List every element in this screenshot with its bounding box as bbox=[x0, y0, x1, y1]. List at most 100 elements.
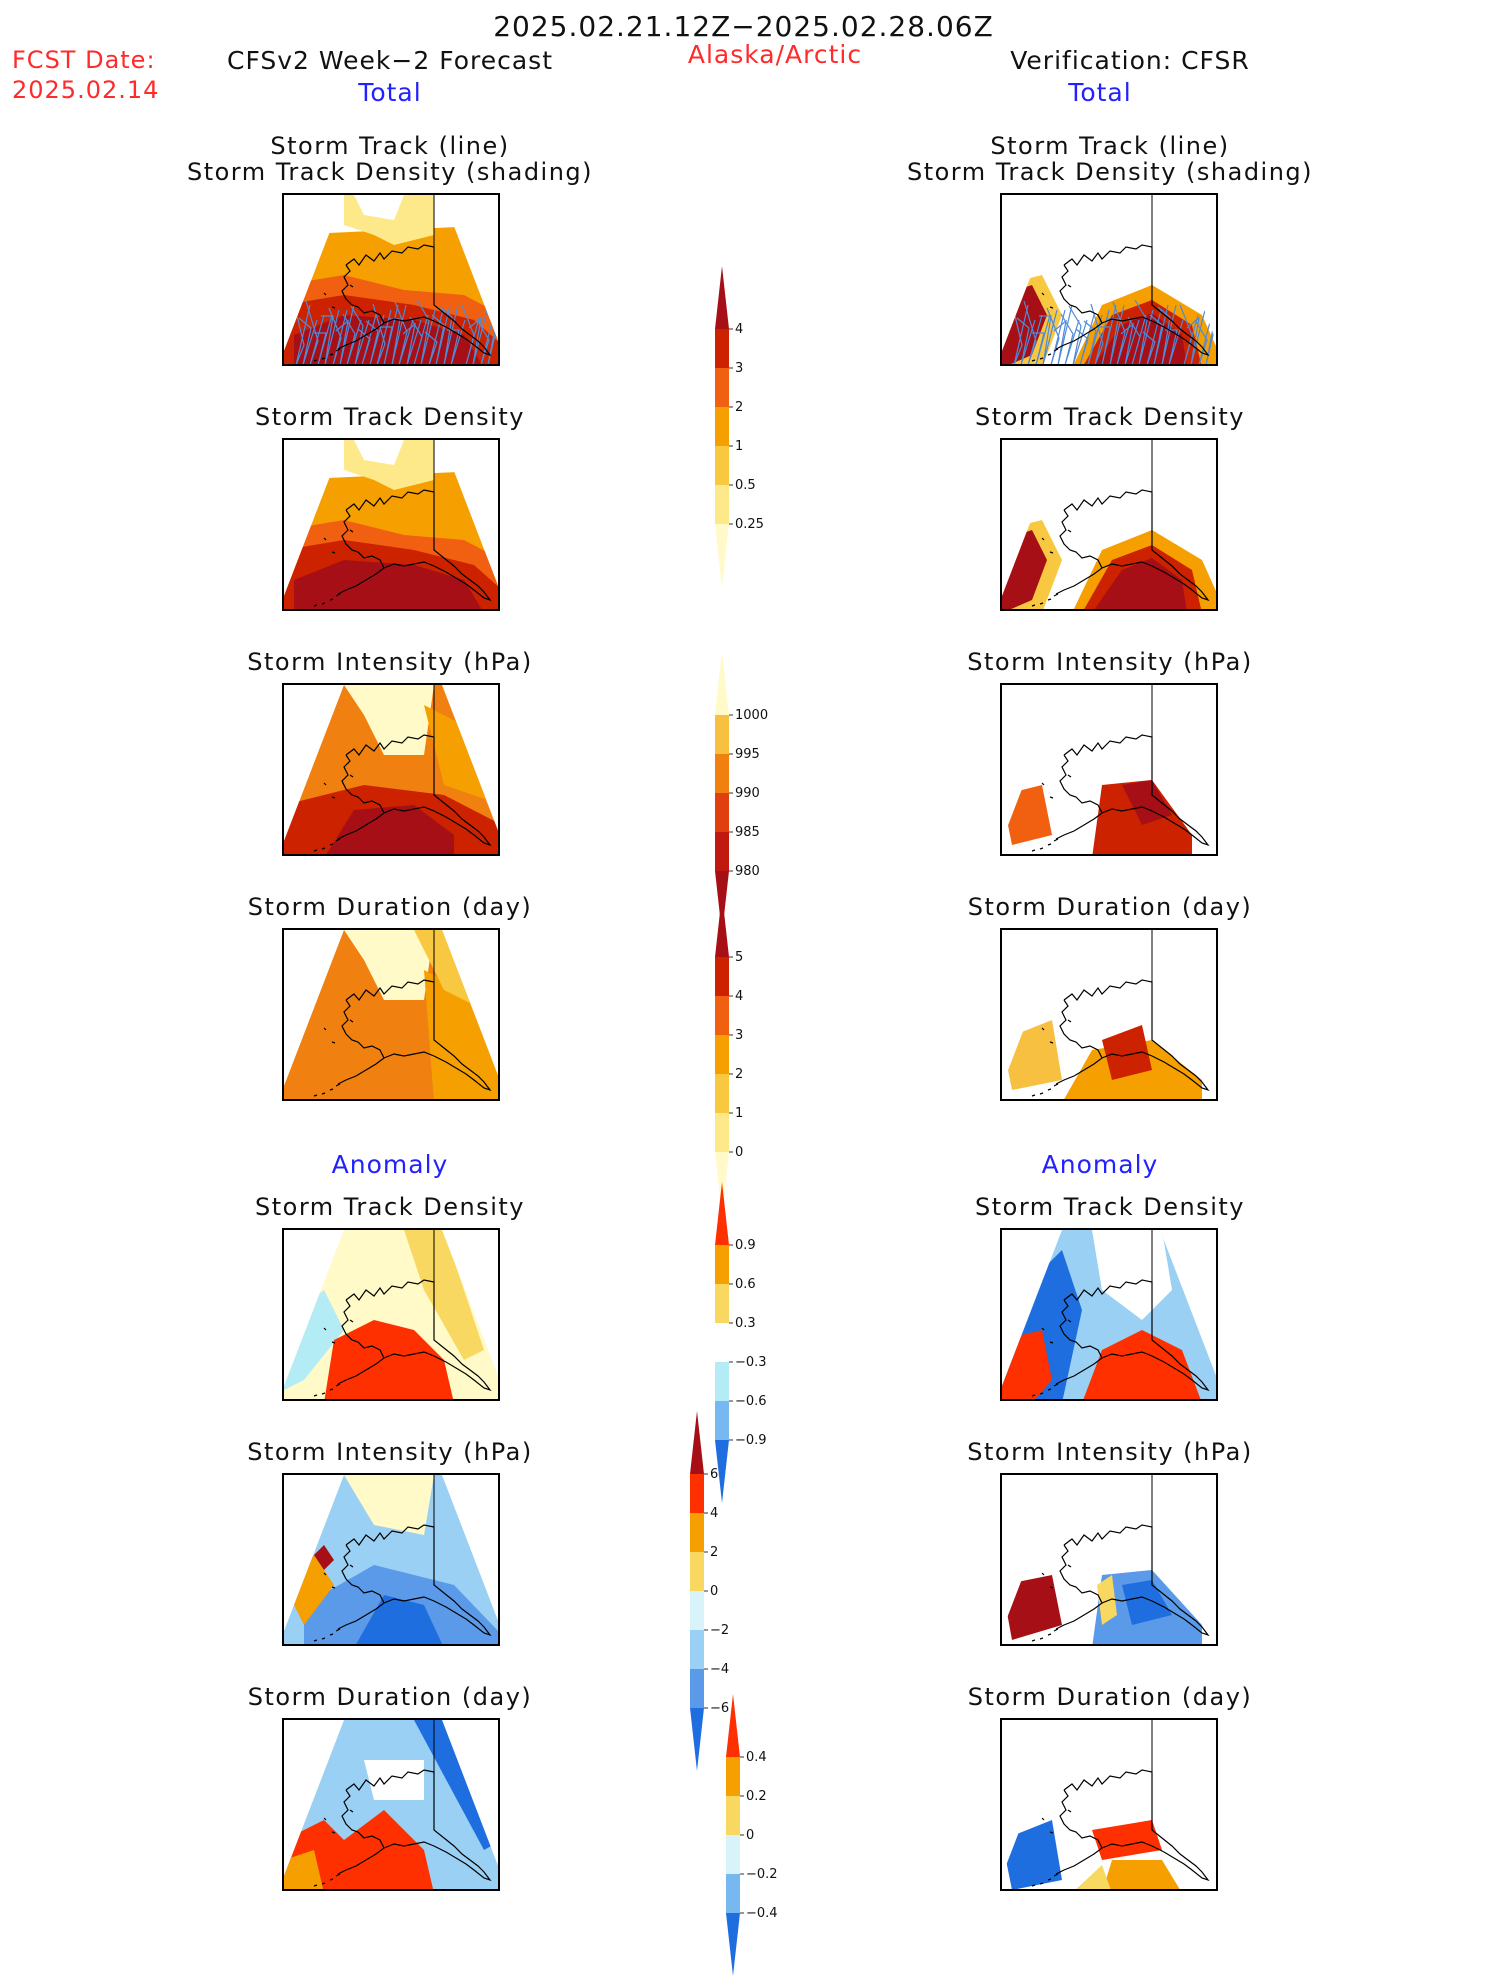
colorbar-swatch bbox=[715, 793, 729, 832]
shading-region bbox=[314, 1545, 334, 1570]
colorbar-swatch bbox=[726, 1757, 740, 1796]
storm-track-line bbox=[328, 307, 348, 364]
storm-track-line bbox=[380, 304, 399, 364]
map-fcst-track-line bbox=[282, 193, 500, 366]
coastline bbox=[1055, 734, 1210, 847]
shading-region bbox=[354, 195, 404, 220]
shading-region bbox=[344, 1475, 434, 1535]
shading-region bbox=[1122, 780, 1172, 825]
colorbar-swatch bbox=[726, 1694, 740, 1757]
storm-track-line bbox=[1075, 314, 1095, 364]
colorbar-swatch bbox=[715, 1182, 729, 1245]
shading-region bbox=[1082, 1330, 1202, 1399]
colorbar-swatch bbox=[690, 1411, 704, 1474]
map-verif-intensity bbox=[1000, 683, 1218, 856]
colorbar-swatch bbox=[726, 1913, 740, 1976]
colorbar-swatch bbox=[715, 1401, 729, 1440]
shading-region bbox=[294, 560, 484, 609]
colorbar-label: 985 bbox=[735, 825, 760, 840]
storm-track-line bbox=[365, 314, 385, 364]
coastline bbox=[1055, 1769, 1210, 1882]
colorbar-swatch bbox=[715, 266, 729, 329]
island-chain bbox=[313, 1019, 354, 1097]
colorbar-label: 3 bbox=[735, 361, 743, 376]
coastline bbox=[1055, 1524, 1210, 1637]
colorbar-label: 1000 bbox=[735, 708, 768, 723]
left-density-title: Storm Track Density bbox=[255, 403, 525, 431]
right-track-density-shading-title: Storm Track Density (shading) bbox=[906, 158, 1314, 186]
storm-track-line bbox=[439, 304, 459, 364]
colorbar-duration-anomaly: 0.4 0.2 0 −0.2 −0.4 bbox=[726, 1690, 796, 1984]
shading-region bbox=[1102, 1860, 1182, 1889]
coastline bbox=[337, 1279, 492, 1392]
map-verif-density bbox=[1000, 438, 1218, 611]
total-label-left: Total bbox=[358, 78, 422, 107]
shading-region bbox=[1002, 1820, 1062, 1889]
island-chain bbox=[1031, 1019, 1072, 1097]
colorbar-label: 980 bbox=[735, 864, 760, 879]
storm-track-line bbox=[431, 304, 451, 364]
right-anom-intensity-title: Storm Intensity (hPa) bbox=[967, 1438, 1253, 1466]
right-anom-density-title: Storm Track Density bbox=[975, 1193, 1245, 1221]
colorbar-label: 4 bbox=[735, 989, 743, 1004]
island-chain bbox=[313, 1564, 354, 1642]
colorbar-label: 4 bbox=[735, 322, 743, 337]
storm-track-line bbox=[1009, 294, 1029, 364]
map-verif-track-line bbox=[1000, 193, 1218, 366]
colorbar-label: 2 bbox=[735, 1067, 743, 1082]
colorbar-swatch bbox=[690, 1552, 704, 1591]
storm-track-line bbox=[409, 314, 429, 364]
colorbar-swatch bbox=[715, 446, 729, 485]
shading-region bbox=[404, 1230, 484, 1360]
map-verif-anom-duration bbox=[1000, 1718, 1218, 1891]
forecast-title: CFSv2 Week−2 Forecast bbox=[227, 46, 553, 75]
storm-track-line bbox=[468, 309, 488, 364]
storm-track-line bbox=[1039, 309, 1058, 364]
shading-region bbox=[1102, 1025, 1152, 1080]
colorbar-swatch bbox=[715, 1245, 729, 1284]
storm-track-line bbox=[1098, 304, 1117, 364]
colorbar-swatch bbox=[715, 524, 729, 587]
colorbar-label: 3 bbox=[735, 1028, 743, 1043]
colorbar-swatch bbox=[715, 715, 729, 754]
colorbar-label: −6 bbox=[710, 1701, 729, 1716]
storm-track-line bbox=[357, 314, 377, 364]
date-range-title: 2025.02.21.12Z−2025.02.28.06Z bbox=[493, 10, 994, 43]
colorbar-label: 1 bbox=[735, 439, 743, 454]
colorbar-swatch bbox=[715, 329, 729, 368]
colorbar-swatch bbox=[715, 832, 729, 871]
island-chain bbox=[313, 774, 354, 852]
storm-track-line bbox=[350, 305, 370, 364]
map-fcst-intensity bbox=[282, 683, 500, 856]
storm-track-line bbox=[394, 301, 414, 364]
verification-title: Verification: CFSR bbox=[1010, 46, 1250, 75]
colorbar-swatch bbox=[715, 407, 729, 446]
colorbar-swatch bbox=[715, 1035, 729, 1074]
island-chain bbox=[1031, 774, 1072, 852]
shading-region bbox=[324, 1320, 454, 1399]
island-chain bbox=[313, 529, 354, 607]
coastline bbox=[337, 244, 492, 357]
anomaly-label-left: Anomaly bbox=[331, 1150, 449, 1179]
coastline bbox=[337, 1524, 492, 1637]
colorbar-label: 0 bbox=[746, 1828, 754, 1843]
shading-region bbox=[1092, 1820, 1162, 1860]
storm-track-line bbox=[1016, 317, 1036, 364]
colorbar-label: 4 bbox=[710, 1506, 718, 1521]
fcst-date-label: FCST Date: bbox=[12, 46, 156, 74]
shading-region bbox=[284, 1850, 324, 1889]
left-track-line-title: Storm Track (line) bbox=[270, 132, 510, 160]
storm-track-line bbox=[416, 299, 436, 364]
colorbar-swatch bbox=[715, 1284, 729, 1323]
storm-track-line bbox=[1112, 301, 1132, 364]
storm-track-line bbox=[1194, 309, 1214, 364]
island-chain bbox=[1031, 529, 1072, 607]
island-chain bbox=[1031, 1809, 1072, 1887]
colorbar-swatch bbox=[715, 754, 729, 793]
storm-track-line bbox=[461, 304, 481, 364]
island-chain bbox=[313, 1809, 354, 1887]
storm-track-line bbox=[1023, 300, 1043, 364]
left-track-density-shading-title: Storm Track Density (shading) bbox=[186, 158, 594, 186]
colorbar-label: 0.6 bbox=[735, 1277, 756, 1292]
storm-track-line bbox=[1142, 309, 1162, 364]
